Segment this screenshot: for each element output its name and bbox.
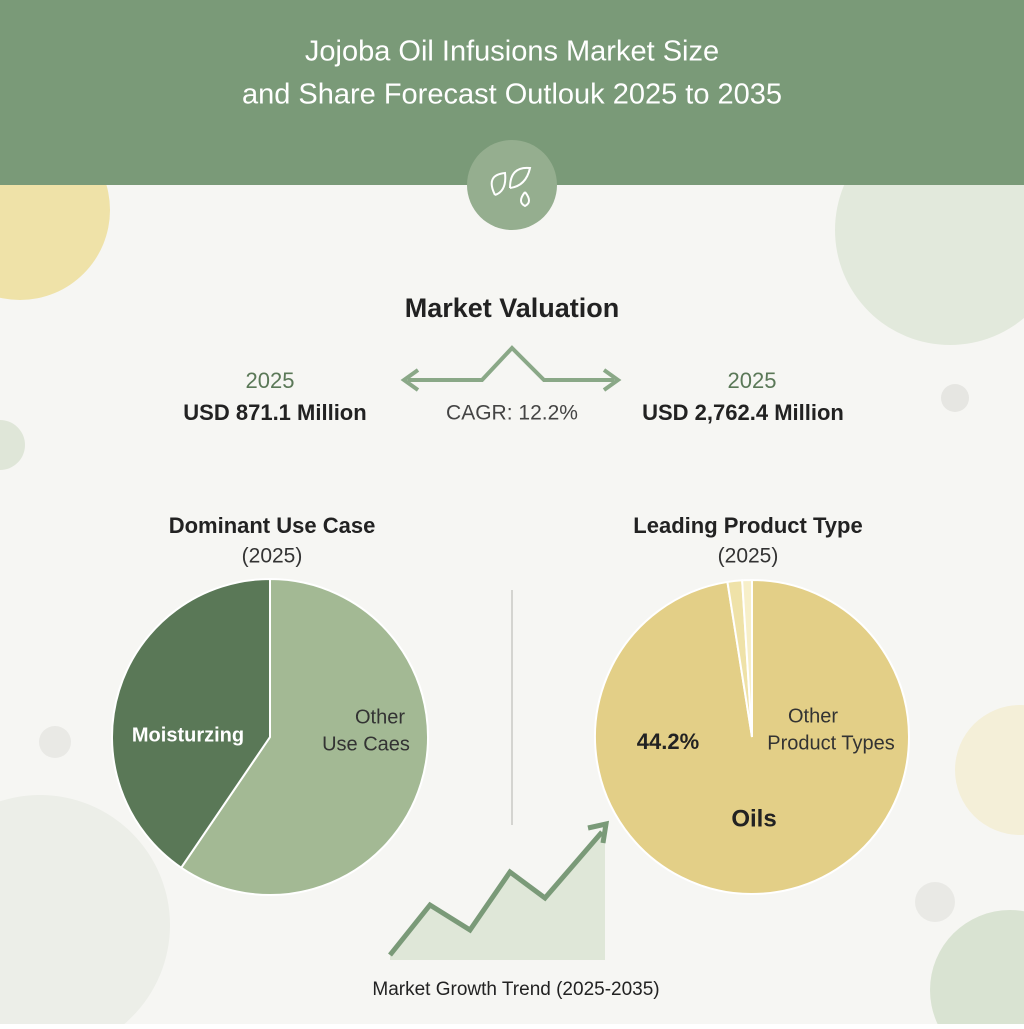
- pie-year: (2025): [242, 545, 303, 568]
- arrow: [408, 345, 614, 382]
- title-line: and Share Forecast Outlouk 2025 to 2035: [242, 79, 782, 111]
- pie-slice: [741, 578, 753, 738]
- decor-circle: [915, 882, 955, 922]
- slice-label: Moisturzing: [132, 724, 244, 746]
- cagr: CAGR: 12.2%: [446, 402, 578, 425]
- annotation: 44.2%: [637, 729, 699, 754]
- decor-circle: [39, 726, 71, 758]
- trend-arrowhead: [587, 820, 610, 844]
- value: USD 871.1 Million: [183, 400, 366, 425]
- decor-circle: [0, 420, 25, 470]
- decor-circle: [941, 384, 969, 412]
- slice-label: Other: [355, 706, 405, 728]
- caption: Market Growth Trend (2025-2035): [372, 979, 659, 1000]
- pie-title: Dominant Use Case: [169, 513, 376, 538]
- slice-label: Product Types: [767, 732, 894, 754]
- arrowhead: [400, 368, 622, 392]
- decor-circle: [955, 705, 1024, 835]
- pie-year: (2025): [718, 545, 779, 568]
- icon-badge: [467, 140, 557, 230]
- slice-label: Oils: [731, 805, 776, 832]
- trend-line: [388, 830, 604, 957]
- slice-label: Use Caes: [322, 733, 410, 755]
- title-line: Jojoba Oil Infusions Market Size: [305, 36, 719, 68]
- year: 2025: [246, 368, 295, 393]
- value: USD 2,762.4 Million: [642, 400, 844, 425]
- leaf-icon: [490, 166, 532, 208]
- decor-circle: [0, 795, 170, 1029]
- pie-title: Leading Product Type: [633, 513, 862, 538]
- pie-slice: [111, 577, 271, 870]
- decor-circle: [930, 910, 1024, 1029]
- year: 2025: [728, 368, 777, 393]
- section-title: Market Valuation: [405, 293, 620, 323]
- slice-label: Other: [788, 705, 838, 727]
- pie-slice: [179, 577, 429, 896]
